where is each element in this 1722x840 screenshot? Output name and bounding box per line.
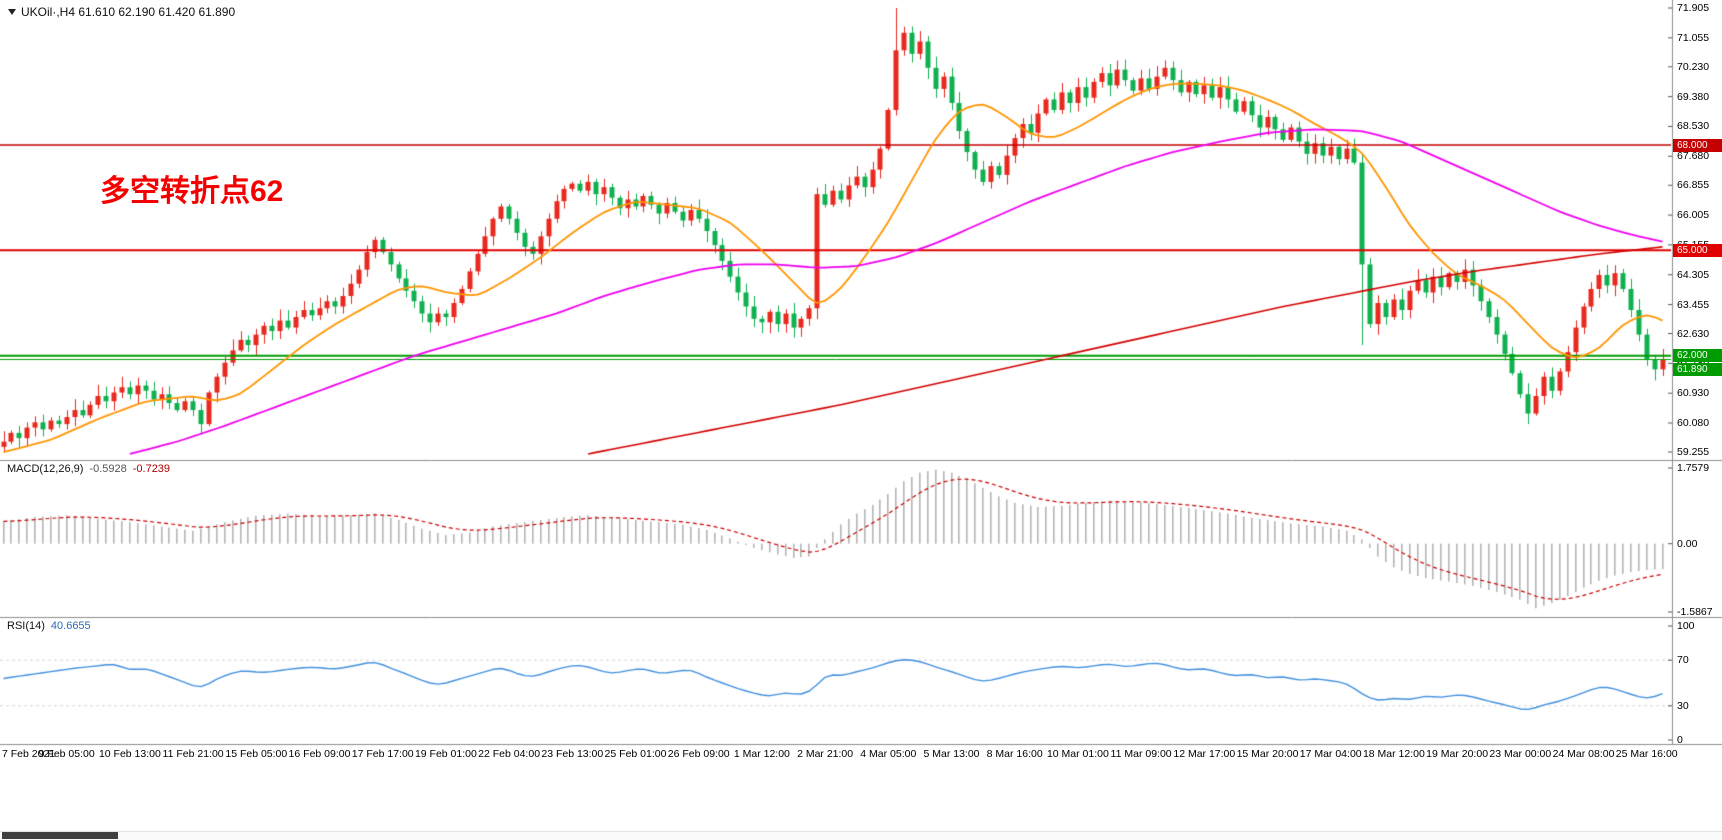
chart-annotation-text: 多空转折点62 bbox=[100, 175, 284, 208]
time-axis-label: 8 Mar 16:00 bbox=[986, 748, 1043, 760]
price-axis-label: 62.630 bbox=[1677, 327, 1710, 340]
price-axis-label: 66.005 bbox=[1677, 209, 1710, 222]
time-axis-label: 26 Feb 09:00 bbox=[667, 748, 730, 760]
time-axis-label: 1 Mar 12:00 bbox=[733, 748, 790, 760]
price-axis-label: 60.080 bbox=[1677, 417, 1710, 430]
hline-label-65: 65.000 bbox=[1673, 243, 1722, 257]
time-axis-label: 17 Mar 04:00 bbox=[1299, 748, 1362, 760]
time-axis-label: 10 Feb 13:00 bbox=[98, 748, 161, 760]
h-scrollbar-thumb[interactable] bbox=[2, 832, 118, 839]
time-axis-label: 24 Mar 08:00 bbox=[1552, 748, 1615, 760]
price-axis-label: 63.455 bbox=[1677, 298, 1710, 311]
time-axis-label: 15 Mar 20:00 bbox=[1236, 748, 1299, 760]
time-axis-label: 9 Feb 05:00 bbox=[38, 748, 95, 760]
rsi-axis-label: 0 bbox=[1677, 734, 1683, 746]
time-axis-label: 10 Mar 01:00 bbox=[1046, 748, 1109, 760]
time-axis-label: 25 Mar 16:00 bbox=[1615, 748, 1678, 760]
symbol-info: UKOil·,H4 61.610 62.190 61.420 61.890 bbox=[8, 5, 235, 19]
price-axis-label: 68.530 bbox=[1677, 120, 1710, 133]
macd-axis-label: 0.00 bbox=[1677, 537, 1698, 550]
time-axis-label: 25 Feb 01:00 bbox=[604, 748, 667, 760]
macd-main-value: -0.5928 bbox=[89, 463, 127, 475]
time-axis-label: 12 Mar 17:00 bbox=[1173, 748, 1236, 760]
macd-axis-label: -1.5867 bbox=[1677, 606, 1713, 618]
time-axis-label: 7 Feb 2021 bbox=[2, 748, 56, 760]
price-axis-label: 64.305 bbox=[1677, 268, 1710, 281]
macd-axis-label: 1.7579 bbox=[1677, 462, 1710, 474]
time-axis-label: 23 Feb 13:00 bbox=[541, 748, 604, 760]
hline-label-62: 62.000 bbox=[1673, 349, 1722, 363]
hline-label-68: 68.000 bbox=[1673, 138, 1722, 152]
symbol-dropdown-icon[interactable] bbox=[8, 9, 16, 15]
bid-price-label: 61.890 bbox=[1673, 363, 1722, 376]
chart-canvas[interactable] bbox=[0, 0, 1722, 746]
rsi-value: 40.6655 bbox=[50, 620, 91, 632]
time-axis-label: 23 Mar 00:00 bbox=[1489, 748, 1552, 760]
time-axis-label: 22 Feb 04:00 bbox=[478, 748, 541, 760]
time-axis-label: 19 Mar 20:00 bbox=[1426, 748, 1489, 760]
price-axis-label: 66.855 bbox=[1677, 179, 1710, 192]
rsi-indicator-label: RSI(14) 40.6655 bbox=[7, 620, 91, 632]
time-axis-label: 16 Feb 09:00 bbox=[288, 748, 351, 760]
time-axis-label: 19 Feb 01:00 bbox=[414, 748, 477, 760]
price-axis-label: 67.680 bbox=[1677, 150, 1710, 163]
rsi-title: RSI(14) bbox=[7, 620, 45, 632]
price-axis-label: 60.930 bbox=[1677, 387, 1710, 400]
time-axis-label: 11 Mar 09:00 bbox=[1110, 748, 1172, 760]
time-axis-label: 5 Mar 13:00 bbox=[923, 748, 980, 760]
price-axis-label: 69.380 bbox=[1677, 90, 1710, 103]
macd-indicator-label: MACD(12,26,9) -0.5928 -0.7239 bbox=[7, 463, 170, 475]
time-axis-label: 18 Mar 12:00 bbox=[1362, 748, 1425, 760]
time-axis-label: 4 Mar 05:00 bbox=[860, 748, 917, 760]
rsi-axis-label: 70 bbox=[1677, 654, 1689, 667]
rsi-axis-label: 100 bbox=[1677, 620, 1695, 632]
symbol-ohlc-text: UKOil·,H4 61.610 62.190 61.420 61.890 bbox=[21, 5, 236, 19]
price-axis-label: 59.255 bbox=[1677, 446, 1710, 458]
macd-signal-value: -0.7239 bbox=[132, 463, 171, 475]
time-axis-label: 15 Feb 05:00 bbox=[225, 748, 288, 760]
rsi-axis-label: 30 bbox=[1677, 699, 1689, 712]
time-axis-label: 11 Feb 21:00 bbox=[162, 748, 224, 760]
h-scrollbar-track[interactable] bbox=[0, 831, 1722, 840]
time-axis-label: 17 Feb 17:00 bbox=[351, 748, 414, 760]
macd-title: MACD(12,26,9) bbox=[7, 463, 84, 475]
time-axis-label: 2 Mar 21:00 bbox=[797, 748, 854, 760]
price-axis-label: 71.055 bbox=[1677, 31, 1710, 44]
price-axis-label: 71.905 bbox=[1677, 2, 1710, 14]
price-axis-label: 70.230 bbox=[1677, 60, 1710, 73]
